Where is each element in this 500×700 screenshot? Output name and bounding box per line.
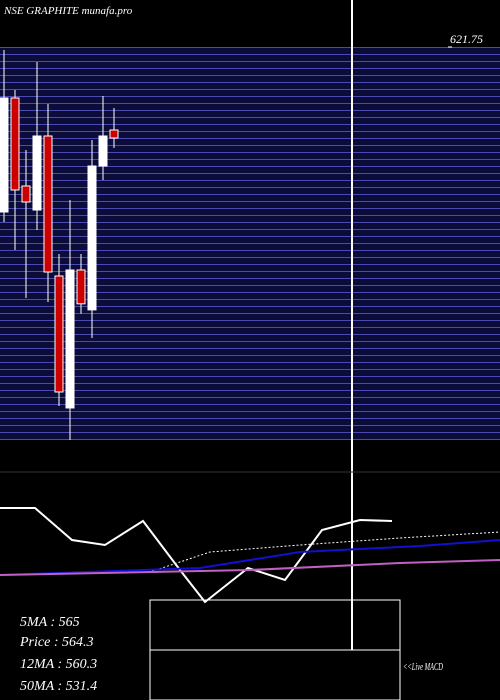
candle-body — [21, 185, 31, 203]
y-tick-label: 621.75 — [450, 32, 483, 46]
indicator: Price : 564.3 — [19, 635, 93, 650]
candle-body — [76, 269, 86, 305]
candle-body — [10, 97, 20, 191]
chart-title: NSE GRAPHITE munafa.pro — [3, 5, 133, 17]
indicator: 12MA : 560.3 — [20, 657, 97, 672]
candle-body — [43, 135, 53, 273]
indicator: 50MA : 531.4 — [20, 679, 97, 694]
candle-body — [109, 129, 119, 139]
candle-body — [54, 275, 64, 393]
live-label: <<Live MACD — [403, 661, 443, 673]
ma-line — [0, 559, 500, 576]
candle-body — [0, 97, 9, 213]
candle-body — [87, 165, 97, 311]
candle-body — [32, 135, 42, 211]
candle-body — [65, 269, 75, 409]
indicator: 5MA : 565 — [20, 615, 80, 630]
ma-line — [0, 539, 500, 576]
macd-line — [0, 507, 393, 604]
candle-body — [98, 135, 108, 167]
grid-background — [0, 47, 500, 440]
